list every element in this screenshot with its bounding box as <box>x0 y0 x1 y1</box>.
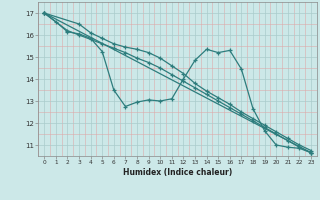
X-axis label: Humidex (Indice chaleur): Humidex (Indice chaleur) <box>123 168 232 177</box>
